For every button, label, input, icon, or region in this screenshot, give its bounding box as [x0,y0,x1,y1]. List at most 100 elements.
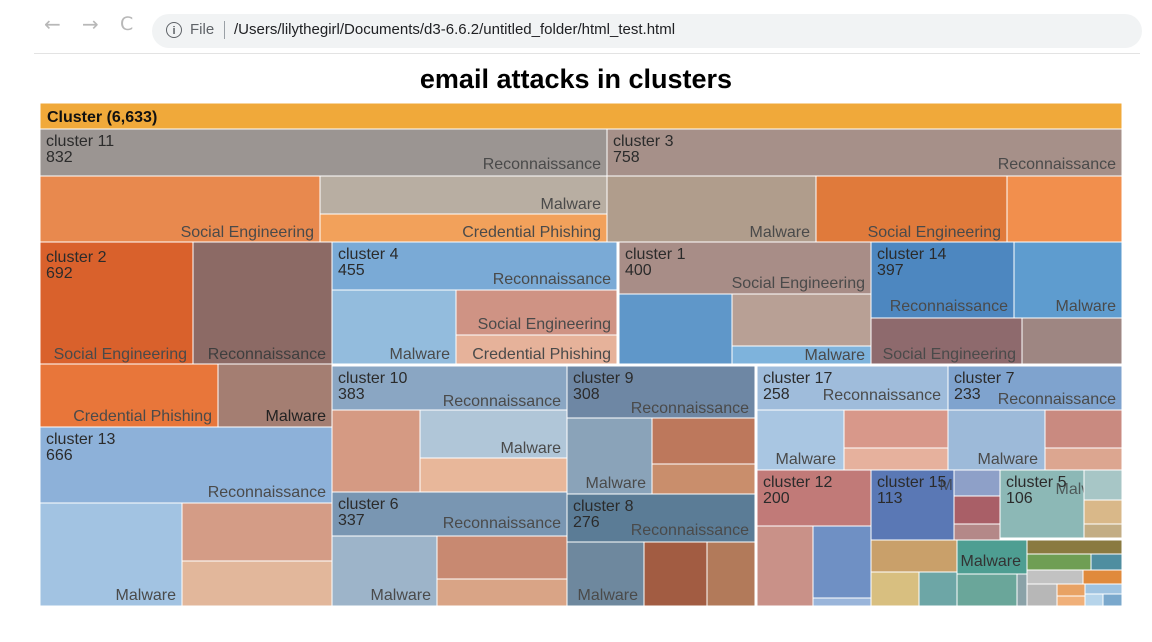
cluster-13-category-label: Reconnaissance [208,484,326,501]
root-label: Cluster (6,633) [47,109,157,126]
cluster-3-category-label: Reconnaissance [998,156,1116,173]
address-separator [224,21,225,39]
cluster-17-name-label: cluster 17 [763,370,832,387]
cluster-8-name-label: cluster 8 [573,498,634,515]
cluster-14-name-label: cluster 14 [877,246,946,263]
url-text[interactable]: /Users/lilythegirl/Documents/d3-6.6.2/un… [234,21,676,38]
cluster-4-header-cell [331,241,618,291]
cluster-6-value-label: 337 [338,512,365,529]
cluster-4-category-label: Malware [390,346,451,363]
cluster-10-category-label: Reconnaissance [443,393,561,410]
cluster-17-value-label: 258 [763,386,790,403]
cluster-14-category-label: Malware [1056,298,1117,315]
cluster-8-category-label: Malware [578,587,639,604]
forward-icon[interactable]: → [82,12,99,36]
cell [870,317,1023,365]
cluster-2-header-cell [39,241,194,365]
cluster-9-category-label: Reconnaissance [631,400,749,417]
cluster-7-header-cell [947,365,1123,411]
cell [731,293,872,347]
cell [812,597,872,607]
cell [181,502,333,562]
cell [1056,583,1086,597]
cluster-4-category-label: Credential Phishing [472,346,611,363]
cluster-1-header-cell [618,241,872,295]
cluster-13-category-label: Malware [116,587,177,604]
cell [1021,317,1123,365]
cluster-1-category-label: Social Engineering [732,275,865,292]
cell [566,417,653,495]
cluster-1-value-label: 400 [625,262,652,279]
cell [756,525,814,607]
cluster-11-category-label: Reconnaissance [483,156,601,173]
cell [1082,569,1123,585]
cluster-8-value-label: 276 [573,514,600,531]
cell [331,409,421,493]
cell [643,541,708,607]
cell [953,495,1001,525]
cell [1090,553,1123,571]
cluster-11-category-label: Social Engineering [181,224,314,241]
cluster-12-value-label: 200 [763,490,790,507]
cluster-2-category-label: Credential Phishing [73,408,212,425]
cell [956,573,1018,607]
cell [756,409,845,471]
cell [870,571,920,607]
cell [651,463,756,495]
info-icon[interactable]: i [166,22,182,38]
cell [947,409,1046,471]
cluster-9-category-label: Malware [586,475,647,492]
cell [192,241,333,365]
cluster-3-value-label: 758 [613,149,640,166]
cell [39,363,219,428]
cluster-17-category-label: Reconnaissance [823,387,941,404]
cluster-14-header-cell [870,241,1015,319]
cell [436,535,568,580]
cell [953,469,1001,497]
cell [331,535,438,607]
cell [181,560,333,607]
cluster-17-category-label: Malware [776,451,837,468]
cluster-3-category-label: Social Engineering [868,224,1001,241]
cell [843,447,949,471]
cell [39,175,321,243]
root-header-cell [39,102,1123,130]
cluster-5-name-label: cluster 5 [1006,474,1067,491]
cell [1026,553,1092,571]
cluster-11-category-label: Credential Phishing [462,224,601,241]
cluster-2-value-label: 692 [46,265,73,282]
cluster-15-name-label: cluster 15 [877,474,946,491]
cluster-2-category-label: Malware [266,408,327,425]
cluster-6-category-label: Reconnaissance [443,515,561,532]
cell [1026,569,1084,585]
cell [843,409,949,449]
cell [455,289,618,336]
cell [455,334,618,365]
cell [419,457,568,493]
cell [1083,469,1123,501]
cluster-9-header-cell [566,365,756,419]
address-bar[interactable] [152,14,1142,48]
cluster-17-header-cell [756,365,949,411]
cluster-14-value-label: 397 [877,262,904,279]
cell [1044,409,1123,449]
cluster-11-name-label: cluster 11 [46,133,114,150]
cell [1026,583,1058,607]
cluster-13-value-label: 666 [46,447,73,464]
cluster-5-value-label: 106 [1006,490,1033,507]
cell [1056,595,1086,607]
cell [566,541,645,607]
small-cluster-category-label: Malware [961,553,1022,570]
cluster-9-value-label: 308 [573,386,600,403]
cell [870,539,958,573]
cluster-10-name-label: cluster 10 [338,370,407,387]
back-icon[interactable]: ← [44,12,61,36]
reload-icon[interactable]: C [120,13,134,35]
cluster-3-category-label: Malware [750,224,811,241]
cluster-13-name-label: cluster 13 [46,431,115,448]
cell [39,502,183,607]
cluster-4-name-label: cluster 4 [338,246,399,263]
cluster-4-category-label: Social Engineering [478,316,611,333]
cluster-6-header-cell [331,491,568,537]
